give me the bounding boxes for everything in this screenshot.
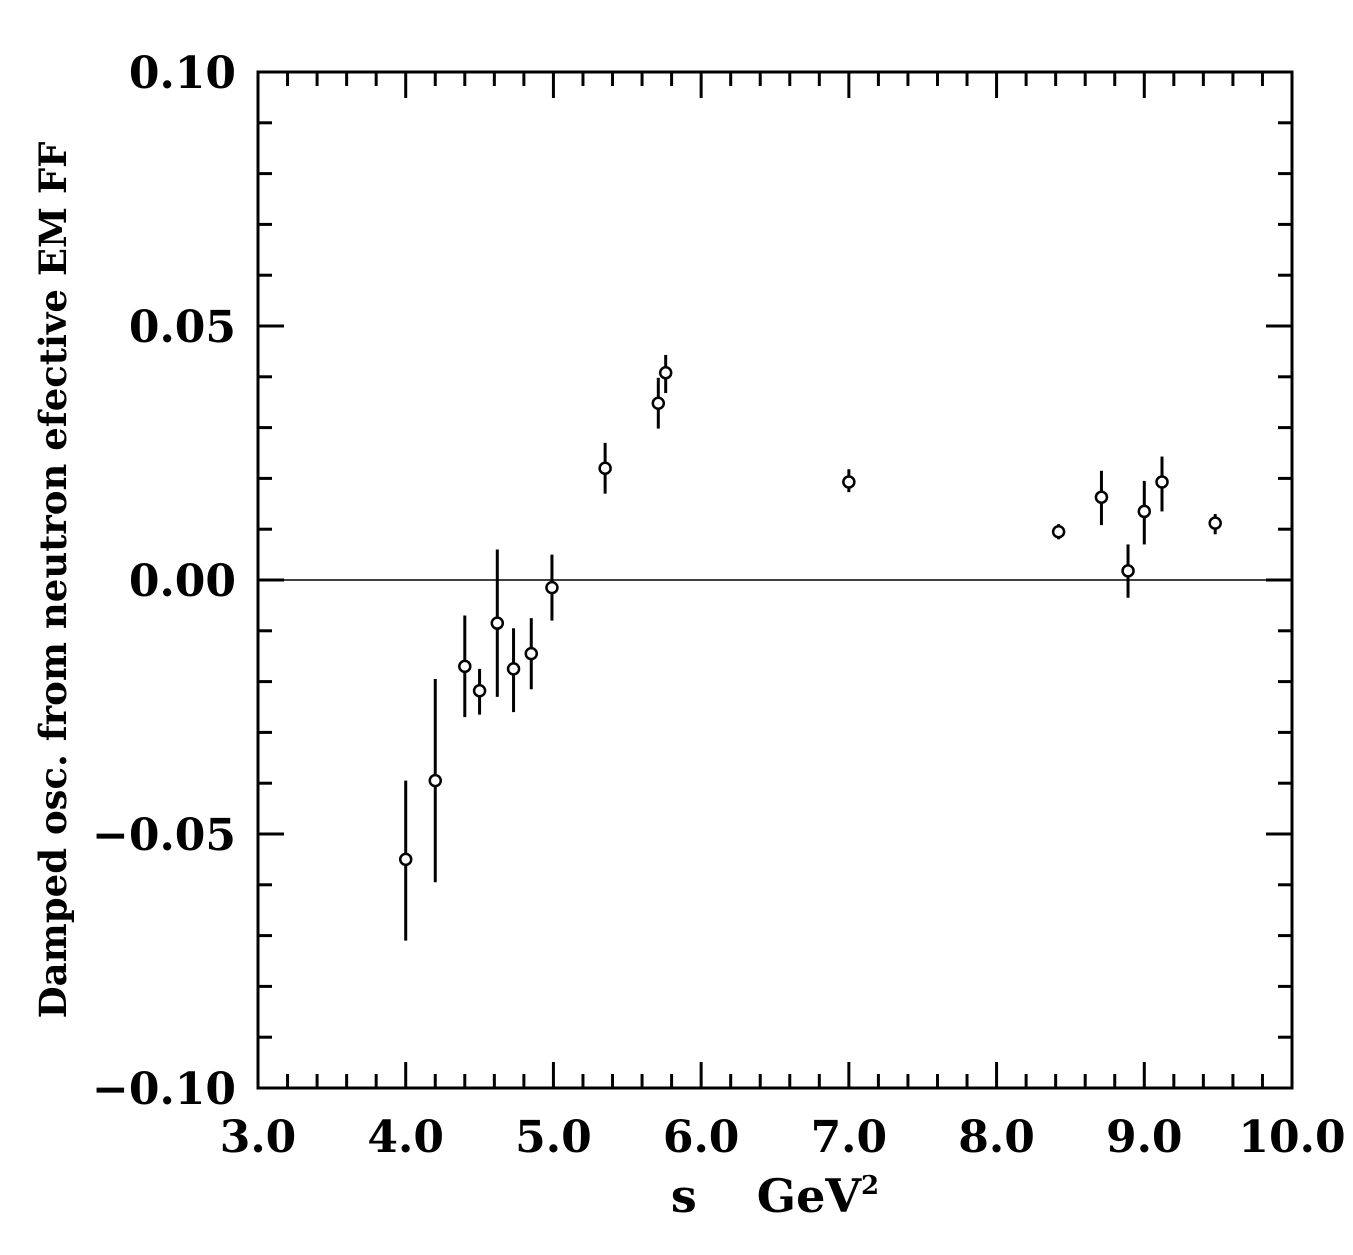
data-point bbox=[1137, 504, 1152, 519]
data-point bbox=[490, 616, 505, 630]
data-point bbox=[458, 659, 472, 674]
data-point bbox=[1155, 475, 1169, 489]
x-tick-label: 6.0 bbox=[663, 1112, 740, 1163]
data-point bbox=[428, 773, 443, 788]
x-axis-title: s GeV2 bbox=[671, 1169, 879, 1223]
data-point bbox=[472, 683, 487, 698]
x-tick-label: 3.0 bbox=[220, 1112, 297, 1163]
y-tick-label: −0.10 bbox=[92, 1064, 236, 1115]
x-tick-label: 5.0 bbox=[515, 1112, 592, 1163]
y-tick-label: 0.05 bbox=[129, 302, 236, 353]
x-tick-label: 7.0 bbox=[811, 1112, 888, 1163]
data-point bbox=[658, 365, 673, 380]
data-point bbox=[1051, 524, 1066, 539]
axis-ticks bbox=[256, 70, 1294, 1090]
data-point bbox=[398, 852, 413, 867]
data-point bbox=[598, 461, 612, 475]
data-point bbox=[1208, 516, 1222, 530]
x-tick-label: 4.0 bbox=[367, 1112, 444, 1163]
y-tick-label: 0.00 bbox=[129, 556, 236, 607]
data-point bbox=[545, 580, 559, 595]
data-point bbox=[842, 475, 856, 489]
data-point bbox=[651, 396, 666, 410]
x-tick-label: 8.0 bbox=[958, 1112, 1035, 1163]
x-tick-label: 9.0 bbox=[1106, 1112, 1183, 1163]
data-point bbox=[1094, 490, 1109, 504]
y-tick-label: 0.10 bbox=[129, 48, 236, 99]
x-tick-label: 10.0 bbox=[1238, 1112, 1345, 1163]
y-axis-title: Damped osc. from neutron efective EM FF bbox=[31, 142, 75, 1019]
data-point bbox=[1121, 564, 1135, 578]
data-point bbox=[524, 646, 539, 661]
y-tick-label: −0.05 bbox=[92, 810, 236, 861]
data-point bbox=[506, 662, 521, 676]
data-points bbox=[398, 354, 1222, 941]
x-tick-labels: 3.0 4.0 5.0 6.0 7.0 8.0 9.0 10.0 bbox=[220, 1112, 1346, 1163]
y-tick-labels: −0.10 −0.05 0.00 0.05 0.10 bbox=[92, 48, 236, 1115]
